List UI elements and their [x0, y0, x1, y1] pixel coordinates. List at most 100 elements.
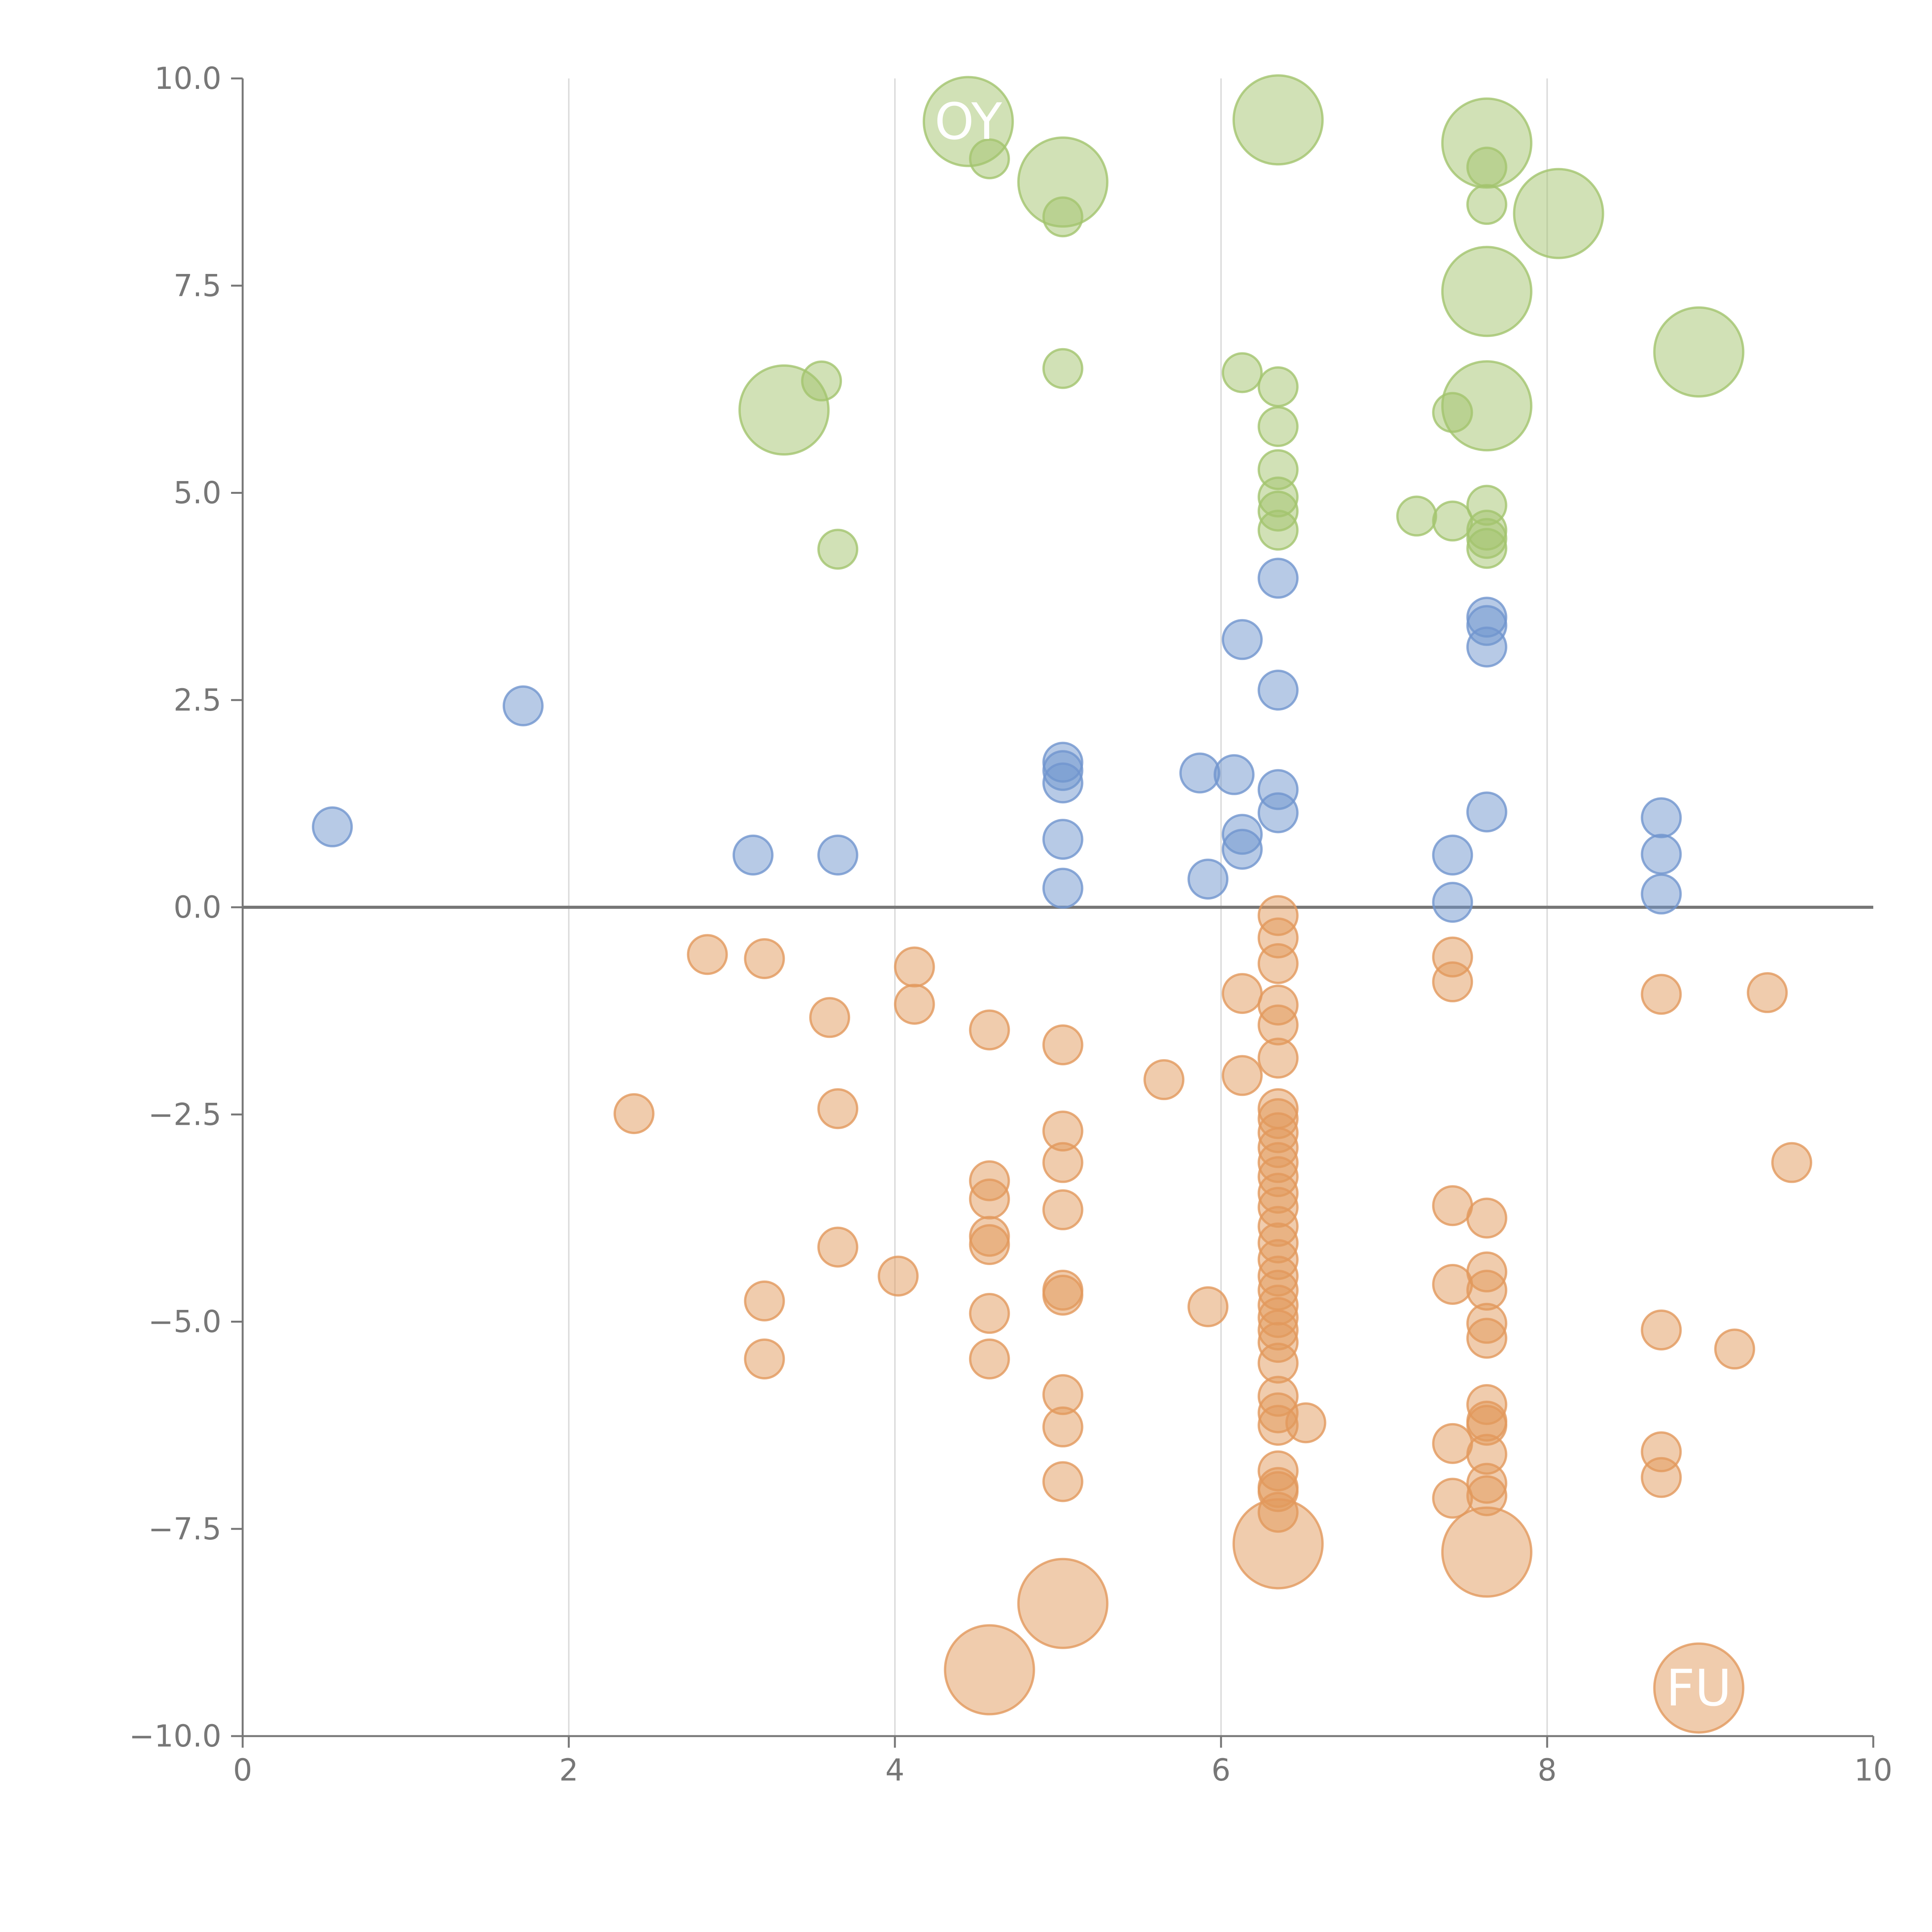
data-point-blue — [1042, 762, 1083, 804]
data-point-green — [1257, 510, 1299, 551]
data-point-blue — [1187, 859, 1229, 900]
y-tick-label: 7.5 — [173, 269, 221, 303]
x-tick-label: 4 — [885, 1753, 905, 1788]
data-point-orange — [687, 934, 728, 975]
data-point-green — [1466, 528, 1507, 569]
data-point-blue — [1257, 558, 1299, 599]
data-point-blue — [1432, 882, 1473, 923]
y-tick-label: 2.5 — [173, 683, 221, 718]
data-point-orange — [1432, 1264, 1473, 1305]
data-point-blue — [502, 685, 544, 726]
data-point-blue — [732, 834, 774, 876]
data-point-orange — [744, 1338, 785, 1380]
data-point-green — [1441, 246, 1532, 337]
data-point-blue — [1042, 819, 1083, 860]
data-point-orange — [1042, 1189, 1083, 1230]
y-tick-label: 0.0 — [173, 890, 221, 925]
y-tick-label: −2.5 — [148, 1097, 221, 1132]
data-point-orange — [1653, 1642, 1745, 1734]
data-point-orange — [1042, 1461, 1083, 1502]
data-point-blue — [1213, 754, 1255, 795]
data-point-orange — [1771, 1142, 1812, 1183]
data-point-green — [1441, 360, 1532, 452]
data-point-orange — [1441, 1506, 1532, 1598]
data-point-orange — [1466, 1197, 1507, 1239]
data-point-orange — [1641, 974, 1682, 1015]
data-point-orange — [1432, 961, 1473, 1003]
x-tick-label: 2 — [559, 1753, 578, 1788]
x-tick-label: 8 — [1537, 1753, 1557, 1788]
y-tick-label: −10.0 — [129, 1719, 221, 1754]
data-point-green — [1017, 136, 1109, 228]
data-point-blue — [1466, 626, 1507, 668]
point-annotation: FU — [1666, 1659, 1731, 1718]
data-point-green — [817, 529, 859, 570]
data-point-orange — [744, 938, 785, 979]
data-point-orange — [894, 983, 935, 1025]
data-point-blue — [1042, 867, 1083, 909]
data-points — [312, 74, 1812, 1734]
data-point-orange — [1042, 1024, 1083, 1066]
data-point-green — [1466, 184, 1507, 225]
data-point-orange — [969, 1224, 1010, 1265]
data-point-orange — [1042, 1274, 1083, 1316]
data-point-green — [1232, 74, 1324, 166]
data-point-blue — [817, 834, 859, 876]
data-point-orange — [1221, 1055, 1263, 1096]
data-point-orange — [1641, 1309, 1682, 1350]
data-point-blue — [1221, 619, 1263, 660]
data-point-orange — [1257, 1037, 1299, 1079]
data-point-green — [1653, 306, 1745, 398]
data-point-orange — [1143, 1059, 1185, 1100]
data-point-orange — [969, 1009, 1010, 1051]
data-point-orange — [613, 1093, 655, 1134]
data-point-orange — [1285, 1402, 1327, 1444]
data-point-orange — [1221, 973, 1263, 1014]
data-point-green — [1513, 168, 1604, 259]
data-point-orange — [1466, 1318, 1507, 1359]
data-point-orange — [1042, 1406, 1083, 1447]
data-point-blue — [312, 806, 353, 847]
data-point-orange — [744, 1280, 785, 1321]
data-point-orange — [1042, 1142, 1083, 1183]
data-point-orange — [809, 997, 850, 1038]
data-point-green — [1257, 406, 1299, 447]
x-tick-label: 6 — [1211, 1753, 1231, 1788]
y-tick-label: 10.0 — [154, 61, 221, 96]
data-point-orange — [969, 1293, 1010, 1334]
data-point-green — [922, 76, 1014, 167]
data-point-green — [1396, 495, 1437, 537]
x-tick-label: 10 — [1854, 1753, 1892, 1788]
data-point-blue — [1641, 873, 1682, 915]
data-point-orange — [1432, 1423, 1473, 1464]
data-point-orange — [1714, 1328, 1755, 1370]
data-point-blue — [1221, 828, 1263, 870]
data-point-orange — [944, 1624, 1035, 1716]
data-point-blue — [1432, 834, 1473, 876]
data-point-orange — [1432, 1185, 1473, 1226]
y-tick-label: 5.0 — [173, 476, 221, 511]
data-point-orange — [1187, 1286, 1229, 1327]
data-point-orange — [1232, 1498, 1324, 1590]
point-labels: OY FU — [935, 92, 1732, 1718]
y-tick-label: −5.0 — [148, 1305, 221, 1340]
data-point-orange — [817, 1226, 859, 1268]
axes: 0 2 4 6 8 10 −10.0 −7.5 −5.0 −2.5 0.0 2.5 5.0 7.5 10.0 — [129, 61, 1893, 1788]
data-point-blue — [1257, 670, 1299, 711]
data-point-green — [1221, 352, 1263, 393]
data-point-orange — [878, 1255, 919, 1297]
data-point-orange — [969, 1179, 1010, 1220]
data-point-blue — [1466, 791, 1507, 833]
data-point-orange — [817, 1088, 859, 1129]
data-point-orange — [1747, 972, 1788, 1013]
data-point-blue — [1179, 752, 1221, 794]
y-tick-label: −7.5 — [148, 1512, 221, 1547]
data-point-orange — [1017, 1558, 1109, 1649]
data-point-blue — [1257, 792, 1299, 833]
data-point-orange — [1257, 943, 1299, 984]
data-point-blue — [1641, 833, 1682, 875]
data-point-green — [1042, 348, 1083, 389]
data-point-orange — [894, 946, 935, 988]
data-point-green — [1257, 366, 1299, 407]
